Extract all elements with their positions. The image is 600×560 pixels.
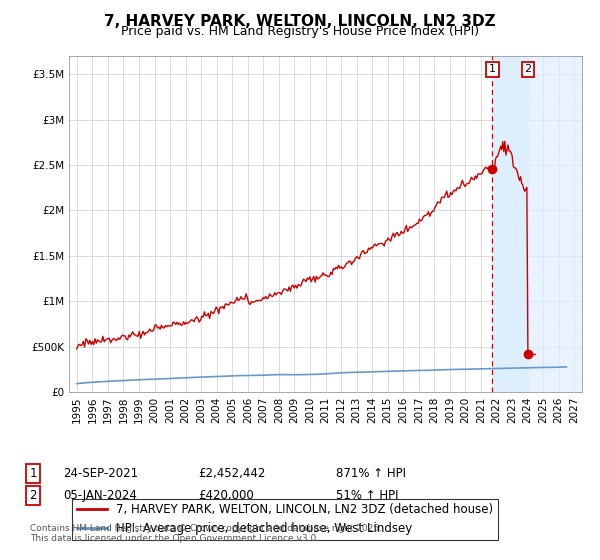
Text: 1: 1 bbox=[489, 64, 496, 74]
Bar bbox=[493, 56, 528, 392]
Text: 871% ↑ HPI: 871% ↑ HPI bbox=[336, 466, 406, 480]
Text: 24-SEP-2021: 24-SEP-2021 bbox=[63, 466, 138, 480]
Text: 2: 2 bbox=[524, 64, 532, 74]
Text: £420,000: £420,000 bbox=[198, 489, 254, 502]
Text: 1: 1 bbox=[29, 466, 37, 480]
Bar bbox=[528, 56, 582, 392]
Text: Contains HM Land Registry data © Crown copyright and database right 2025.
This d: Contains HM Land Registry data © Crown c… bbox=[30, 524, 382, 543]
Text: 51% ↑ HPI: 51% ↑ HPI bbox=[336, 489, 398, 502]
Text: 7, HARVEY PARK, WELTON, LINCOLN, LN2 3DZ: 7, HARVEY PARK, WELTON, LINCOLN, LN2 3DZ bbox=[104, 14, 496, 29]
Text: 05-JAN-2024: 05-JAN-2024 bbox=[63, 489, 137, 502]
Text: £2,452,442: £2,452,442 bbox=[198, 466, 265, 480]
Legend: 7, HARVEY PARK, WELTON, LINCOLN, LN2 3DZ (detached house), HPI: Average price, d: 7, HARVEY PARK, WELTON, LINCOLN, LN2 3DZ… bbox=[73, 499, 498, 540]
Text: Price paid vs. HM Land Registry's House Price Index (HPI): Price paid vs. HM Land Registry's House … bbox=[121, 25, 479, 38]
Text: 2: 2 bbox=[29, 489, 37, 502]
